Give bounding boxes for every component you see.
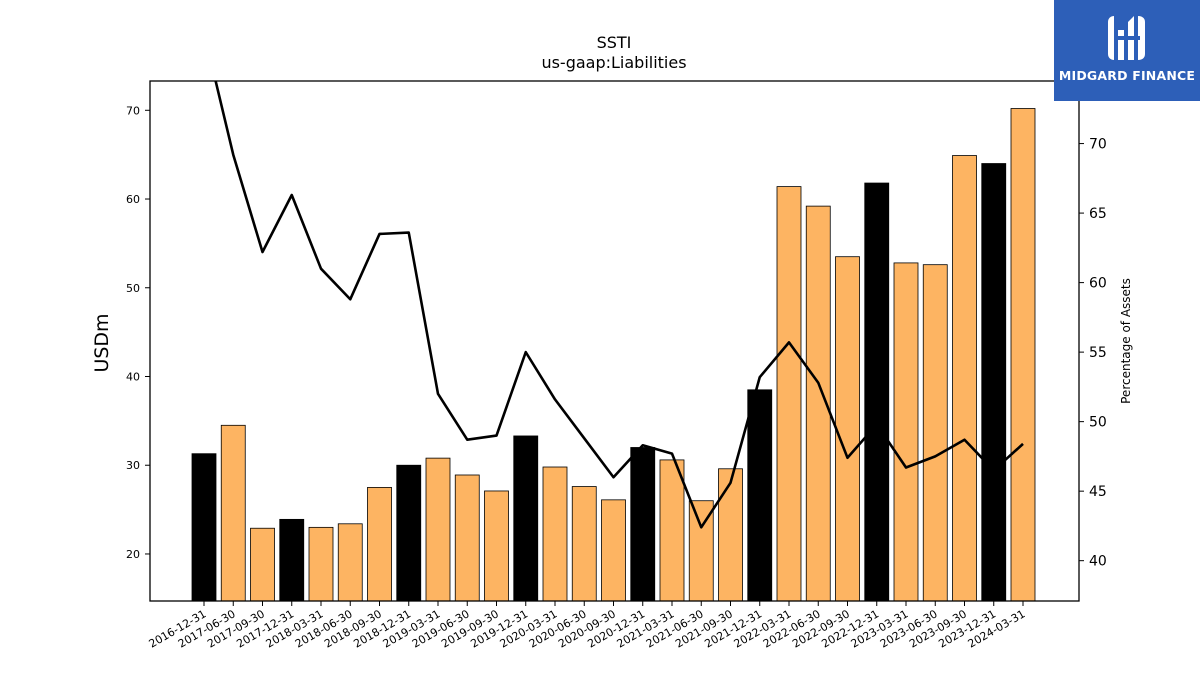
y-tick-label: 60 (126, 193, 140, 206)
right-axis: 40 45 50 55 60 65 70 (1079, 137, 1107, 570)
bar (659, 459, 685, 602)
bar-series (191, 108, 1036, 602)
y-axis-label: USDm (91, 313, 113, 372)
bar (601, 499, 626, 602)
y-tick-label: 40 (126, 370, 140, 383)
y-tick-label: 20 (126, 548, 140, 561)
y2-tick-label: 45 (1089, 484, 1107, 500)
x-axis: 2016-12-312017-06-302017-09-302017-12-31… (147, 601, 1028, 651)
y2-tick-label: 55 (1089, 345, 1107, 361)
bar (630, 447, 656, 602)
y2-tick-label: 50 (1089, 415, 1107, 431)
y2-tick-label: 60 (1089, 276, 1107, 292)
bar (220, 424, 246, 602)
bar (279, 518, 305, 602)
bar (776, 186, 802, 602)
bar (747, 389, 773, 602)
bar (308, 526, 334, 602)
y2-tick-label: 40 (1089, 554, 1107, 570)
bar (367, 487, 392, 602)
bar (864, 182, 890, 602)
bar (952, 155, 977, 602)
logo-text: MIDGARD FINANCE (1058, 68, 1196, 83)
bar (922, 264, 948, 602)
y2-tick-label: 65 (1089, 206, 1107, 222)
y-tick-label: 70 (126, 104, 140, 117)
bar (396, 464, 422, 602)
bar (1010, 108, 1036, 602)
y2-tick-label: 70 (1089, 137, 1107, 153)
bar (542, 466, 568, 602)
bar (484, 490, 509, 602)
chart-subtitle: us-gaap:Liabilities (541, 53, 686, 72)
bar (981, 163, 1007, 602)
brand-logo: MIDGARD FINANCE (1054, 0, 1200, 101)
line-path (214, 81, 1024, 529)
bar (337, 523, 363, 602)
y-tick-label: 30 (126, 459, 140, 472)
line-series (214, 81, 1024, 529)
bar (571, 486, 597, 602)
chart-title: SSTI (597, 33, 632, 52)
bar (191, 453, 217, 602)
bar (893, 262, 919, 602)
bar (425, 457, 451, 602)
bar (454, 474, 480, 602)
y-tick-label: 50 (126, 282, 140, 295)
bar (718, 468, 743, 602)
plot-frame (149, 80, 1080, 602)
logo-icon (1108, 16, 1145, 60)
bar (513, 435, 539, 602)
left-axis: 20 30 40 50 60 70 (126, 104, 150, 561)
bar (250, 527, 275, 602)
y2-axis-label: Percentage of Assets (1119, 278, 1133, 404)
bar (835, 256, 860, 602)
